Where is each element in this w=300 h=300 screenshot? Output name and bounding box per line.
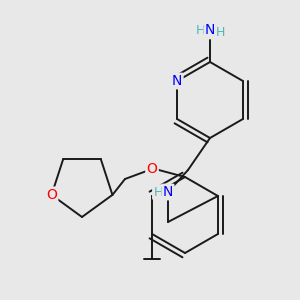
Text: H: H bbox=[195, 23, 205, 37]
Text: H: H bbox=[153, 185, 163, 199]
Text: O: O bbox=[46, 188, 57, 202]
Text: N: N bbox=[163, 185, 173, 199]
Text: H: H bbox=[215, 26, 225, 38]
Text: N: N bbox=[172, 74, 182, 88]
Text: N: N bbox=[205, 23, 215, 37]
Text: O: O bbox=[147, 162, 158, 176]
